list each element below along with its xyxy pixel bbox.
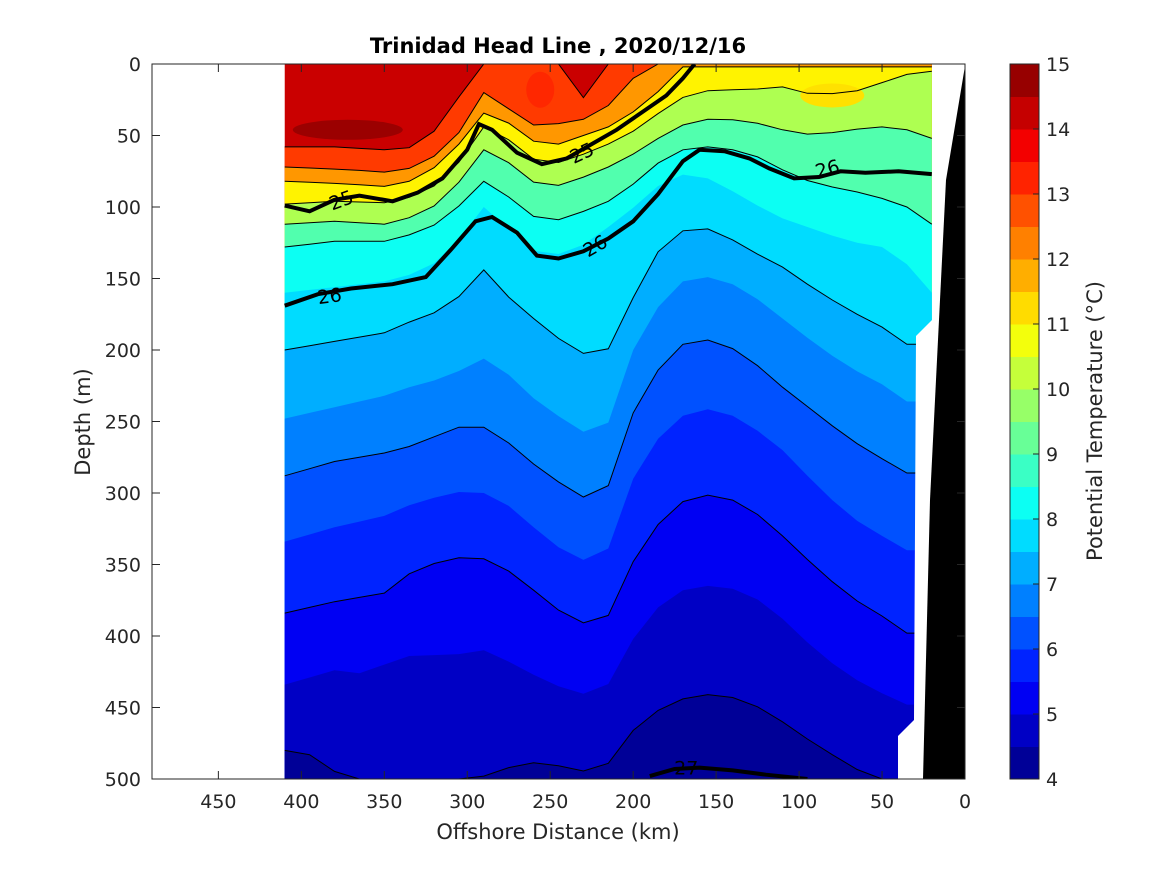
colorbar-tick-label: 7 — [1046, 574, 1058, 596]
contour-label-text: 27 — [674, 758, 698, 780]
colorbar-segment — [1010, 389, 1039, 422]
colorbar-ticks: 4 5 6 7 8 9 10 11 12 13 14 15 — [1033, 54, 1070, 791]
colorbar-segment — [1010, 746, 1039, 780]
density-contours — [284, 64, 932, 779]
colorbar-tick-label: 5 — [1046, 704, 1058, 726]
contour-label: 26 — [316, 284, 343, 309]
colorbar-segment — [1010, 421, 1039, 455]
colorbar-segment — [1010, 454, 1039, 487]
colorbar-tick-label: 13 — [1046, 184, 1070, 206]
colorbar-segment — [1010, 551, 1039, 585]
colorbar-segment — [1010, 259, 1039, 292]
colorbar-tick-label: 8 — [1046, 509, 1058, 531]
colorbar-frame — [1009, 63, 1040, 780]
colorbar-segment — [1010, 649, 1039, 682]
isotherm-line — [284, 494, 932, 634]
isotherm-lines — [284, 64, 933, 779]
isotherm-line — [284, 694, 932, 779]
colorbar-segment — [1010, 714, 1039, 747]
colorbar-title: Potential Temperature (°C) — [1083, 281, 1107, 561]
y-tick-label: 150 — [105, 269, 141, 291]
contour-label-text: 26 — [316, 284, 343, 309]
contour-label: 27 — [674, 758, 698, 780]
colorbar-segment — [1010, 681, 1039, 715]
isotherm-line — [284, 228, 932, 354]
colorbar-segment — [1010, 64, 1039, 97]
colorbar-segment — [1010, 519, 1039, 552]
colorbar-segment — [1010, 584, 1039, 617]
colorbar-segment — [1010, 324, 1039, 357]
colorbar-segment — [1010, 161, 1039, 195]
y-tick-label: 200 — [105, 340, 141, 362]
isotherm-line — [284, 64, 932, 173]
colorbar-tick-label: 14 — [1046, 119, 1070, 141]
x-axis-title: Offshore Distance (km) — [436, 820, 679, 844]
temperature-bands — [284, 64, 932, 779]
density-contour-25 — [284, 64, 697, 214]
y-tick-label: 50 — [117, 126, 141, 148]
colorbar-tick-label: 10 — [1046, 379, 1070, 401]
colorbar — [1010, 64, 1039, 780]
x-tick-label: 150 — [698, 791, 734, 813]
isotherm-line — [284, 146, 933, 248]
chart-title: Trinidad Head Line , 2020/12/16 — [370, 34, 746, 58]
warm-core — [526, 71, 555, 108]
colorbar-tick-label: 9 — [1046, 444, 1058, 466]
colorbar-tick-label: 12 — [1046, 249, 1070, 271]
colorbar-segment — [1010, 486, 1039, 520]
colorbar-segment — [1010, 356, 1039, 390]
x-tick-label: 100 — [781, 791, 817, 813]
y-tick-label: 0 — [129, 54, 141, 76]
isotherm-line — [284, 118, 932, 225]
y-axis-title: Depth (m) — [71, 368, 95, 475]
isotherm-line — [284, 64, 932, 151]
x-tick-label: 300 — [449, 791, 485, 813]
x-tick-label: 350 — [366, 791, 402, 813]
x-tick-label: 400 — [283, 791, 319, 813]
y-tick-label: 450 — [105, 698, 141, 720]
y-tick-label: 250 — [105, 412, 141, 434]
isotherm-line — [284, 66, 932, 187]
x-tick-label: 200 — [615, 791, 651, 813]
y-tick-label: 100 — [105, 197, 141, 219]
colorbar-tick-label: 6 — [1046, 639, 1058, 661]
x-tick-label: 450 — [200, 791, 236, 813]
y-tick-label: 300 — [105, 483, 141, 505]
colorbar-tick-label: 11 — [1046, 314, 1070, 336]
x-tick-label: 50 — [870, 791, 894, 813]
colorbar-segment — [1010, 96, 1039, 130]
temperature-field — [284, 64, 965, 779]
temperature-band — [284, 694, 932, 779]
colorbar-segment — [1010, 291, 1039, 325]
density-contour-26 — [284, 147, 932, 308]
warm-core — [292, 119, 403, 140]
y-tick-label: 400 — [105, 626, 141, 648]
warm-patch — [800, 83, 865, 108]
colorbar-tick-label: 4 — [1046, 769, 1058, 791]
colorbar-segment — [1010, 226, 1039, 260]
x-tick-label: 250 — [532, 791, 568, 813]
y-tick-label: 350 — [105, 555, 141, 577]
y-tick-label: 500 — [105, 769, 141, 791]
colorbar-segment — [1010, 616, 1039, 650]
x-axis: 450 400 350 300 250 200 150 100 50 0 — [200, 64, 971, 813]
isotherm-line — [284, 339, 932, 498]
colorbar-tick-label: 15 — [1046, 54, 1070, 76]
y-axis: 0 50 100 150 200 250 300 350 400 450 500 — [105, 54, 965, 791]
bathymetry-wedge — [923, 66, 965, 779]
colorbar-segment — [1010, 194, 1039, 227]
density-contour-27 — [649, 765, 808, 779]
x-tick-label: 0 — [959, 791, 971, 813]
colorbar-segment — [1010, 129, 1039, 162]
